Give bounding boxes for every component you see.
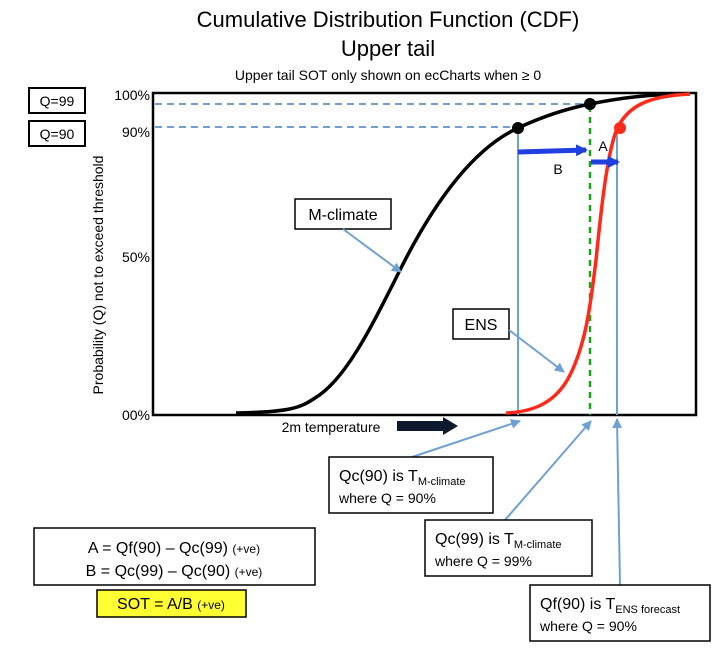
y-tick-50: 50% [122,249,150,265]
ens-curve [505,92,691,415]
sot-formula: SOT = A/B (+ve) [117,596,225,613]
q99-box [28,87,86,114]
qc90-point [512,122,524,134]
y-axis-label: Probability (Q) not to exceed threshold [90,156,106,395]
formula-box [33,527,316,586]
m-climate-label: M-climate [308,207,377,224]
b-arrow [517,144,588,157]
qc99-callout-line1: Qc(99) is TM-climate [435,531,562,551]
diagram-title: Cumulative Distribution Function (CDF) [197,7,580,32]
m-climate-pointer [342,228,402,273]
y-tick-90: 90% [122,124,150,140]
y-tick-00: 00% [122,407,150,423]
m-climate-label-box [294,198,392,230]
qf90-point [614,122,626,134]
qf90-callout-line1: Qf(90) is TENS forecast [540,596,680,616]
qf90-callout-line2: where Q = 90% [539,618,637,634]
x-axis-label: 2m temperature [282,419,381,435]
formula-b: B = Qc(99) – Qc(90) (+ve) [86,563,263,580]
y-tick-100: 100% [114,87,150,103]
qc90-callout-line2: where Q = 90% [338,490,436,506]
diagram-note: Upper tail SOT only shown on ecCharts wh… [235,67,541,83]
qc99-point [584,98,596,110]
qf90-callout-box [529,584,711,642]
sot-box [96,589,247,618]
qc99-pointer [504,420,592,521]
qf90-pointer [612,418,623,586]
q90-label: Q=90 [40,126,75,142]
formula-a: A = Qf(90) – Qc(99) (+ve) [88,540,260,557]
ens-pointer [508,329,565,373]
a-arrow-label: A [598,138,608,154]
qc90-callout-box [328,456,494,514]
ens-label: ENS [465,317,498,334]
qc99-callout-box [424,519,593,577]
ens-label-box [452,308,510,340]
q90-box [28,120,86,147]
qc90-callout-line1: Qc(90) is TM-climate [339,468,466,488]
q99-label: Q=99 [40,93,75,109]
b-arrow-label: B [553,161,562,177]
x-axis-arrow [397,417,458,435]
qc90-pointer [411,419,521,458]
plot-frame [151,91,698,417]
qc99-callout-line2: where Q = 99% [434,553,532,569]
m-climate-curve [235,92,691,415]
diagram-subtitle: Upper tail [341,36,435,61]
